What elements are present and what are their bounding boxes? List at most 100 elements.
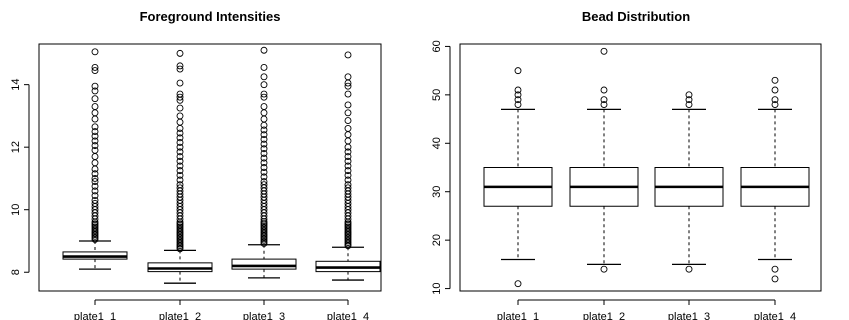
outlier-point (91, 153, 99, 161)
outlier-point (260, 154, 268, 162)
x-tick-label: plate1_1 (497, 311, 539, 320)
y-tick-label: 60 (431, 40, 443, 52)
outlier-point (260, 46, 268, 54)
iqr-box (231, 258, 297, 270)
box-plate1_3 (231, 46, 297, 279)
x-tick-label: plate1_3 (243, 311, 285, 320)
outlier-point (260, 135, 268, 143)
outlier-point (514, 96, 522, 104)
outlier-point (344, 90, 352, 98)
outlier-point (91, 192, 99, 200)
outlier-point (260, 126, 268, 134)
outlier-point (176, 134, 184, 142)
outlier-point (260, 131, 268, 139)
outlier-point (176, 148, 184, 156)
outlier-point (685, 96, 693, 104)
x-tick-label: plate1_4 (327, 311, 369, 320)
y-tick-label: 14 (10, 79, 22, 91)
outlier-point (91, 182, 99, 190)
box-plate1_4 (740, 76, 810, 283)
outlier-point (91, 170, 99, 178)
outlier-point (91, 128, 99, 135)
box-plate1_2 (569, 47, 639, 273)
outlier-point (344, 153, 352, 161)
outlier-point (260, 109, 268, 117)
box-plate1_1 (62, 48, 128, 270)
outlier-point (176, 104, 184, 112)
outlier-point (176, 162, 184, 170)
outlier-point (771, 76, 779, 84)
outlier-point (344, 171, 352, 179)
outlier-point (91, 87, 99, 95)
outlier-point (344, 51, 352, 59)
outlier-point (176, 153, 184, 161)
outlier-point (91, 137, 99, 145)
outlier-point (514, 280, 522, 288)
outlier-point (260, 81, 268, 89)
outlier-point (771, 265, 779, 273)
outlier-point (176, 167, 184, 175)
x-tick-label: plate1_2 (583, 311, 625, 320)
outlier-point (685, 265, 693, 273)
outlier-point (176, 143, 184, 151)
outlier-point (344, 137, 352, 145)
outlier-point (260, 145, 268, 153)
outlier-point (176, 62, 184, 70)
y-tick-label: 12 (10, 141, 22, 153)
outlier-point (600, 86, 608, 94)
plot-frame (38, 43, 382, 292)
outlier-point (260, 140, 268, 148)
outlier-point (260, 173, 268, 181)
outlier-point (771, 275, 779, 283)
outlier-point (260, 90, 268, 98)
x-tick-label: plate1_2 (159, 311, 201, 320)
outlier-point (344, 101, 352, 109)
outlier-point (344, 162, 352, 170)
box-plate1_3 (654, 91, 724, 273)
outlier-point (685, 91, 693, 99)
outlier-point (91, 63, 99, 71)
outlier-point (260, 181, 268, 189)
outlier-point (91, 146, 99, 154)
outlier-point (260, 168, 268, 176)
bead-distribution-panel: Bead Distribution 10 20 30 40 50 60 plate1_1 pla… (431, 9, 822, 320)
outlier-point (600, 101, 608, 108)
outlier-point (91, 95, 99, 103)
outlier-point (344, 184, 352, 192)
outlier-point (176, 49, 184, 57)
outlier-point (91, 187, 99, 195)
outlier-point (176, 112, 184, 120)
y-tick-label: 30 (431, 186, 443, 198)
outlier-point (600, 96, 608, 104)
outlier-point (344, 131, 352, 139)
foreground-intensities-panel: Foreground Intensities 8 10 12 14 plate1_1 pla… (10, 9, 382, 320)
outlier-point (91, 200, 99, 207)
outlier-point (176, 65, 184, 73)
outlier-point (176, 118, 184, 126)
plot-frame (459, 43, 822, 292)
box-plate1_2 (147, 49, 213, 284)
box-plate1_1 (483, 67, 553, 288)
outlier-point (344, 109, 352, 117)
outlier-point (771, 86, 779, 94)
outlier-point (176, 93, 184, 101)
y-tick-label: 10 (10, 204, 22, 216)
outlier-point (176, 79, 184, 87)
outlier-point (176, 139, 184, 146)
outlier-point (514, 67, 522, 75)
outlier-point (260, 115, 268, 123)
outlier-point (176, 181, 184, 189)
x-tick-label: plate1_4 (754, 311, 796, 320)
outlier-point (344, 176, 352, 184)
outlier-point (514, 101, 522, 108)
outlier-point (260, 73, 268, 81)
outlier-point (771, 101, 779, 108)
outlier-point (260, 164, 268, 171)
chart-title: Bead Distribution (582, 9, 690, 24)
outlier-point (91, 48, 99, 56)
outlier-point (176, 171, 184, 179)
outlier-point (344, 157, 352, 165)
outlier-point (685, 101, 693, 108)
outlier-point (91, 103, 99, 110)
